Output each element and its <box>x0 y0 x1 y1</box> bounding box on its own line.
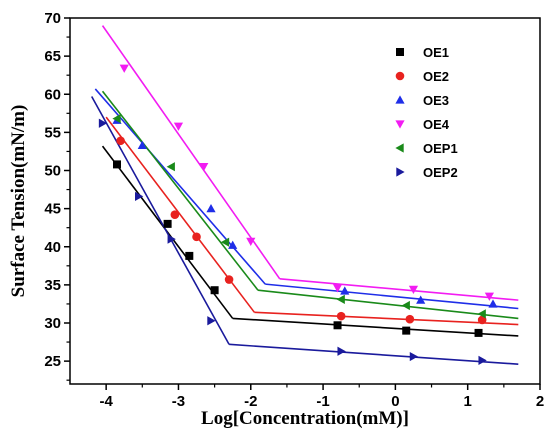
x-tick-label: 2 <box>536 393 544 410</box>
point-oe3 <box>340 286 350 295</box>
point-oe2 <box>477 315 487 325</box>
point-oe2 <box>405 314 415 324</box>
fit-line-oe3 <box>265 283 519 310</box>
point-oep2 <box>135 191 144 202</box>
legend-marker-oe3 <box>395 95 405 104</box>
point-oep2 <box>409 351 419 362</box>
y-tick-label: 40 <box>44 239 61 256</box>
legend-label-oe3: OE3 <box>423 93 449 108</box>
legend-label-oe1: OE1 <box>423 45 449 60</box>
point-oe1 <box>402 326 411 335</box>
point-oep1 <box>166 162 175 172</box>
fit-line-oep1 <box>257 289 519 320</box>
data-points <box>98 64 498 365</box>
fit-line-oe4 <box>101 25 281 280</box>
x-tick-label: 0 <box>391 393 399 410</box>
x-tick-label: -2 <box>244 393 257 410</box>
y-tick-label: 55 <box>44 124 61 141</box>
y-axis: 25 30 35 40 45 50 55 60 65 70 <box>44 10 70 381</box>
y-axis-title: Surface Tension(mN/m) <box>8 105 29 298</box>
point-oep2 <box>337 346 346 356</box>
point-oe1 <box>474 328 483 337</box>
point-oep1 <box>336 294 345 304</box>
point-oep2 <box>98 118 108 128</box>
y-tick-label: 45 <box>44 201 61 218</box>
y-tick-label: 50 <box>44 163 61 180</box>
point-oe4 <box>484 292 494 301</box>
legend-label-oep1: OEP1 <box>423 141 458 156</box>
y-tick-label: 60 <box>44 86 61 103</box>
fit-line-oe2 <box>254 311 519 326</box>
fit-line-oep1 <box>101 90 259 291</box>
point-oe3 <box>228 240 238 249</box>
fit-line-oep2 <box>229 343 519 365</box>
point-oep1 <box>401 300 410 311</box>
y-tick-label: 35 <box>44 277 61 294</box>
legend-marker-oep1 <box>395 143 404 153</box>
point-oe4 <box>332 284 343 293</box>
point-oe1 <box>185 251 194 260</box>
point-oe4 <box>246 237 256 247</box>
legend-label-oe4: OE4 <box>423 117 450 132</box>
point-oe4 <box>173 122 184 131</box>
x-axis: -4 -3 -2 -1 0 1 2 <box>99 384 544 410</box>
point-oe4 <box>199 163 209 172</box>
legend-marker-oep2 <box>396 167 405 177</box>
point-oe2 <box>170 210 180 220</box>
fit-lines <box>90 25 519 365</box>
point-oe2 <box>192 232 201 242</box>
point-oe2 <box>116 136 125 146</box>
x-axis-title: Log[Concentration(mM)] <box>201 408 409 429</box>
point-oep2 <box>207 316 216 326</box>
legend-marker-oe4 <box>395 120 405 129</box>
point-oep1 <box>220 237 230 247</box>
point-oep1 <box>112 114 121 124</box>
point-oep2 <box>167 234 176 244</box>
fit-line-oe3 <box>94 88 266 285</box>
point-oe3 <box>206 204 216 213</box>
point-oe3 <box>488 299 498 308</box>
y-tick-label: 70 <box>44 10 61 27</box>
point-oep2 <box>478 355 487 365</box>
point-oe4 <box>408 285 419 295</box>
plot-frame <box>69 17 541 385</box>
x-tick-label: -4 <box>99 393 113 410</box>
point-oe3 <box>416 295 426 304</box>
point-oe1 <box>163 219 172 228</box>
point-oe2 <box>224 275 234 284</box>
point-oe3 <box>137 140 147 150</box>
legend: OE1 OE2 OE3 OE4 OEP1 OEP2 <box>395 45 458 180</box>
fit-line-oe4 <box>279 277 519 301</box>
y-tick-label: 65 <box>44 48 61 65</box>
x-tick-label: -1 <box>316 393 329 410</box>
x-tick-label: 1 <box>464 393 472 410</box>
legend-marker-oe2 <box>395 71 405 81</box>
point-oe4 <box>119 64 129 73</box>
legend-label-oe2: OE2 <box>423 69 449 84</box>
plot-area <box>69 17 541 385</box>
legend-label-oep2: OEP2 <box>423 165 458 180</box>
fit-line-oe1 <box>232 317 519 337</box>
point-oe1 <box>333 321 342 330</box>
point-oe2 <box>336 311 346 321</box>
fit-line-oe2 <box>105 116 256 313</box>
point-oe1 <box>210 286 219 295</box>
y-tick-label: 30 <box>44 315 61 332</box>
point-oep1 <box>477 309 486 319</box>
x-tick-label: -3 <box>172 393 185 410</box>
y-tick-label: 25 <box>44 353 61 370</box>
point-oe1 <box>113 160 121 169</box>
fit-line-oep2 <box>90 96 230 345</box>
legend-marker-oe1 <box>396 48 404 56</box>
